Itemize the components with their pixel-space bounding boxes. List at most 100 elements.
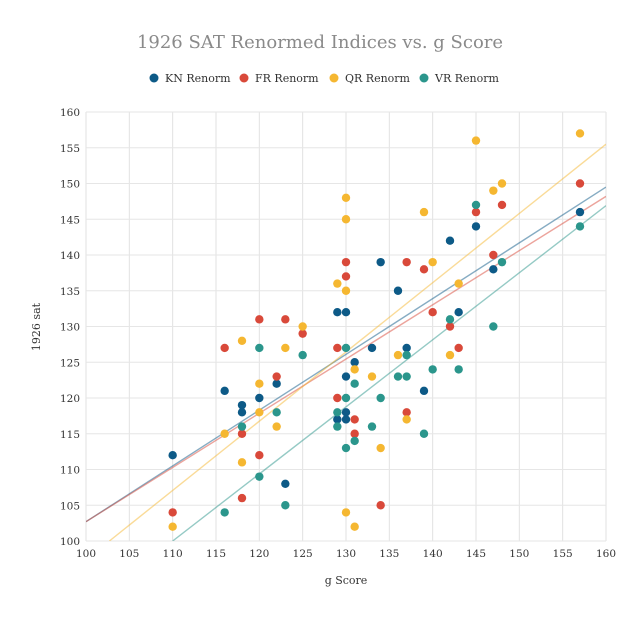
point-qr-renorm[interactable] (341, 286, 351, 295)
point-qr-renorm[interactable] (341, 508, 351, 517)
point-vr-renorm[interactable] (428, 365, 437, 374)
point-vr-renorm[interactable] (341, 443, 351, 453)
point-vr-renorm[interactable] (255, 472, 264, 481)
point-qr-renorm[interactable] (367, 372, 377, 381)
point-kn-renorm[interactable] (255, 393, 264, 403)
point-qr-renorm[interactable] (445, 350, 455, 360)
point-fr-renorm[interactable] (454, 343, 463, 353)
point-kn-renorm[interactable] (402, 343, 411, 353)
point-vr-renorm[interactable] (376, 393, 385, 403)
point-vr-renorm[interactable] (333, 422, 342, 431)
point-kn-renorm[interactable] (471, 222, 481, 231)
point-kn-renorm[interactable] (445, 236, 455, 245)
point-fr-renorm[interactable] (575, 179, 585, 188)
point-fr-renorm[interactable] (168, 508, 177, 517)
point-vr-renorm[interactable] (341, 343, 351, 353)
point-fr-renorm[interactable] (333, 393, 342, 403)
point-kn-renorm[interactable] (281, 479, 290, 488)
point-qr-renorm[interactable] (575, 129, 585, 138)
point-kn-renorm[interactable] (333, 415, 342, 424)
point-vr-renorm[interactable] (220, 508, 229, 517)
point-kn-renorm[interactable] (454, 308, 463, 317)
point-qr-renorm[interactable] (376, 443, 385, 453)
point-fr-renorm[interactable] (428, 308, 437, 317)
point-fr-renorm[interactable] (298, 329, 307, 338)
point-vr-renorm[interactable] (575, 222, 585, 231)
point-kn-renorm[interactable] (393, 286, 403, 295)
point-kn-renorm[interactable] (489, 265, 498, 274)
point-fr-renorm[interactable] (281, 315, 290, 324)
point-qr-renorm[interactable] (255, 379, 264, 388)
point-qr-renorm[interactable] (168, 522, 177, 531)
point-qr-renorm[interactable] (281, 343, 290, 353)
point-kn-renorm[interactable] (333, 308, 342, 317)
point-fr-renorm[interactable] (376, 501, 385, 510)
point-fr-renorm[interactable] (255, 451, 264, 460)
point-fr-renorm[interactable] (341, 272, 351, 281)
point-fr-renorm[interactable] (489, 250, 498, 260)
point-vr-renorm[interactable] (497, 257, 507, 267)
point-vr-renorm[interactable] (350, 436, 359, 446)
point-qr-renorm[interactable] (489, 186, 498, 195)
point-kn-renorm[interactable] (220, 386, 229, 396)
point-vr-renorm[interactable] (454, 365, 463, 374)
point-qr-renorm[interactable] (298, 322, 307, 331)
point-vr-renorm[interactable] (445, 315, 455, 324)
point-qr-renorm[interactable] (341, 215, 351, 224)
point-fr-renorm[interactable] (255, 315, 264, 324)
point-kn-renorm[interactable] (575, 207, 585, 217)
point-qr-renorm[interactable] (402, 415, 411, 424)
point-kn-renorm[interactable] (272, 379, 281, 388)
point-fr-renorm[interactable] (237, 429, 247, 438)
point-vr-renorm[interactable] (237, 422, 247, 431)
point-fr-renorm[interactable] (471, 207, 481, 217)
point-vr-renorm[interactable] (367, 422, 377, 431)
point-fr-renorm[interactable] (402, 257, 411, 267)
point-kn-renorm[interactable] (341, 415, 351, 424)
point-kn-renorm[interactable] (237, 408, 247, 417)
point-vr-renorm[interactable] (281, 501, 290, 510)
point-kn-renorm[interactable] (350, 358, 359, 367)
point-kn-renorm[interactable] (376, 257, 385, 267)
point-kn-renorm[interactable] (341, 408, 351, 417)
point-fr-renorm[interactable] (272, 372, 281, 381)
point-qr-renorm[interactable] (428, 257, 437, 267)
point-kn-renorm[interactable] (419, 386, 429, 396)
point-fr-renorm[interactable] (350, 429, 359, 438)
point-qr-renorm[interactable] (419, 207, 429, 217)
point-vr-renorm[interactable] (272, 408, 281, 417)
point-kn-renorm[interactable] (341, 308, 351, 317)
point-qr-renorm[interactable] (497, 179, 507, 188)
point-vr-renorm[interactable] (471, 200, 481, 210)
point-qr-renorm[interactable] (255, 408, 264, 417)
point-fr-renorm[interactable] (220, 343, 229, 353)
point-qr-renorm[interactable] (454, 279, 463, 288)
point-qr-renorm[interactable] (341, 193, 351, 202)
point-fr-renorm[interactable] (333, 343, 342, 353)
point-qr-renorm[interactable] (393, 350, 403, 360)
point-qr-renorm[interactable] (350, 522, 359, 531)
point-kn-renorm[interactable] (367, 343, 377, 353)
point-fr-renorm[interactable] (497, 200, 507, 210)
point-vr-renorm[interactable] (298, 350, 307, 360)
point-vr-renorm[interactable] (341, 393, 351, 403)
point-vr-renorm[interactable] (402, 372, 411, 381)
point-kn-renorm[interactable] (237, 400, 247, 410)
point-fr-renorm[interactable] (419, 265, 429, 274)
point-fr-renorm[interactable] (237, 493, 247, 503)
point-vr-renorm[interactable] (350, 379, 359, 388)
point-fr-renorm[interactable] (445, 322, 455, 331)
point-qr-renorm[interactable] (333, 279, 342, 288)
point-qr-renorm[interactable] (237, 336, 247, 345)
point-vr-renorm[interactable] (255, 343, 264, 353)
point-vr-renorm[interactable] (393, 372, 403, 381)
point-vr-renorm[interactable] (489, 322, 498, 331)
point-qr-renorm[interactable] (220, 429, 229, 438)
point-kn-renorm[interactable] (168, 451, 177, 460)
point-qr-renorm[interactable] (237, 458, 247, 467)
point-vr-renorm[interactable] (419, 429, 429, 438)
point-vr-renorm[interactable] (402, 350, 411, 360)
point-qr-renorm[interactable] (272, 422, 281, 431)
point-vr-renorm[interactable] (333, 408, 342, 417)
point-fr-renorm[interactable] (350, 415, 359, 424)
